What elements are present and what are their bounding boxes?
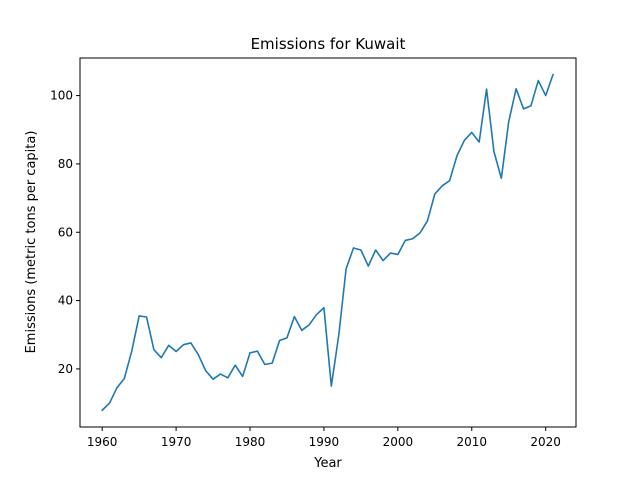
x-tick-label: 1980 xyxy=(235,435,266,449)
y-axis-label: Emissions (metric tons per capita) xyxy=(24,131,39,354)
y-tick-label: 20 xyxy=(58,362,73,376)
x-tick-label: 1960 xyxy=(87,435,118,449)
y-tick-label: 40 xyxy=(58,294,73,308)
y-tick-label: 80 xyxy=(58,157,73,171)
x-tick-label: 1970 xyxy=(161,435,192,449)
axes-frame xyxy=(79,57,577,428)
plot-area: 1960 1970 1980 1990 2000 2010 2020 20 40 60 80 100 xyxy=(50,57,577,449)
y-tick-label: 60 xyxy=(58,225,73,239)
x-axis: 1960 1970 1980 1990 2000 2010 2020 xyxy=(87,427,561,449)
chart-title: Emissions for Kuwait xyxy=(251,35,406,53)
x-axis-label: Year xyxy=(313,456,342,471)
series-line xyxy=(101,73,554,412)
x-tick-label: 2020 xyxy=(530,435,561,449)
y-tick-label: 100 xyxy=(50,89,73,103)
x-tick-label: 1990 xyxy=(309,435,340,449)
x-tick-label: 2010 xyxy=(457,435,488,449)
y-axis: 20 40 60 80 100 xyxy=(50,89,80,376)
x-tick-label: 2000 xyxy=(383,435,414,449)
